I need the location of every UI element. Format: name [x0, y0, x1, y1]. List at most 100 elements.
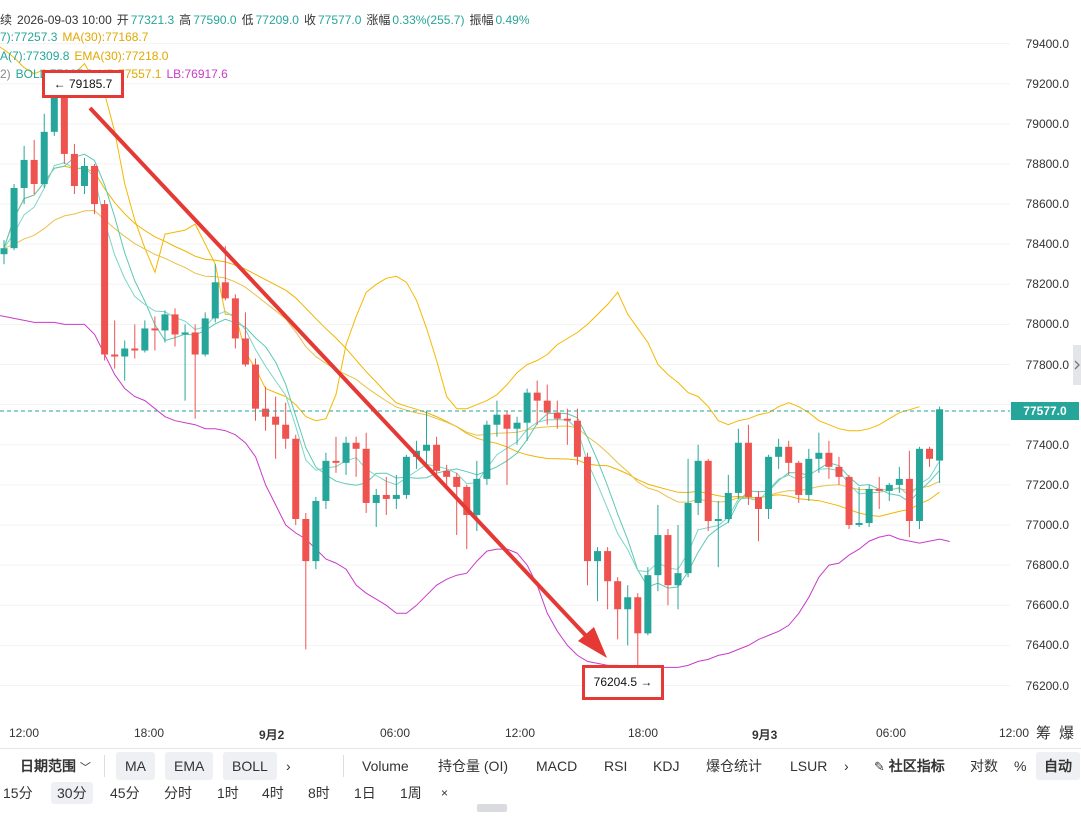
candle	[624, 585, 632, 646]
candle	[563, 408, 571, 445]
log-scale-toggle[interactable]: 对数	[970, 758, 998, 774]
candle	[131, 324, 139, 359]
time-tick-label: 18:00	[628, 726, 659, 740]
divider	[104, 755, 105, 777]
candle	[231, 294, 239, 349]
candle	[734, 428, 742, 499]
collapse-handle[interactable]	[477, 804, 507, 812]
interval-30m[interactable]: 30分	[51, 782, 93, 804]
interval-15m[interactable]: 15分	[3, 785, 33, 801]
candle	[211, 264, 219, 323]
candle-body	[553, 412, 561, 419]
liquidation-icon[interactable]: 爆	[1059, 725, 1075, 742]
kdj-indicator[interactable]: KDJ	[653, 758, 680, 774]
candle	[724, 474, 732, 524]
price-tick-label: 76400.0	[1025, 638, 1069, 653]
candle	[915, 446, 923, 530]
high-label: 高	[179, 13, 192, 27]
ma7-line	[3, 153, 940, 589]
candle	[30, 139, 38, 195]
candle-body	[332, 460, 340, 463]
interval-8h[interactable]: 8时	[308, 785, 330, 801]
candle	[533, 380, 541, 425]
candle-body	[40, 131, 48, 184]
interval-45m[interactable]: 45分	[110, 785, 140, 801]
interval-4h[interactable]: 4时	[262, 785, 284, 801]
candle	[905, 450, 913, 538]
candle	[654, 504, 662, 592]
candle-body	[60, 97, 68, 154]
volume-indicator[interactable]: Volume	[362, 758, 409, 774]
candle-body	[493, 414, 501, 425]
boll-lower-band	[0, 315, 950, 670]
candle	[483, 420, 491, 485]
candle	[714, 500, 722, 568]
candle	[704, 458, 712, 532]
interval-1h[interactable]: 1时	[217, 785, 239, 801]
candlestick-chart[interactable]	[0, 0, 1081, 745]
candle-body	[312, 500, 320, 562]
ma7-value: 7):77257.3	[0, 30, 58, 44]
chevron-right-icon[interactable]: ›	[286, 758, 291, 774]
time-tick-label: 12:00	[999, 726, 1030, 740]
boll-toggle[interactable]: BOLL	[223, 752, 277, 780]
interval-1d[interactable]: 1日	[354, 785, 376, 801]
candle-body	[785, 446, 793, 463]
candle	[282, 402, 290, 449]
boll-prefix: 2)	[0, 67, 11, 81]
percent-scale-toggle[interactable]: %	[1014, 758, 1027, 774]
candle	[795, 460, 803, 503]
ma-toggle[interactable]: MA	[116, 752, 155, 780]
candle-body	[151, 328, 159, 331]
auto-scale-toggle[interactable]: 自动	[1036, 752, 1080, 780]
candle-body	[121, 348, 129, 357]
macd-indicator[interactable]: MACD	[536, 758, 578, 774]
interval-1w[interactable]: 1周	[400, 785, 422, 801]
trend-arrow	[88, 106, 607, 658]
open-value: 77321.3	[130, 13, 175, 27]
candle-body	[171, 314, 179, 335]
community-indicators-button[interactable]: ✎ 社区指标	[874, 752, 945, 781]
candle-body	[885, 484, 893, 491]
liquidation-stats-indicator[interactable]: 爆仓统计	[706, 758, 762, 774]
candle-body	[322, 460, 330, 501]
candle-body	[583, 456, 591, 562]
low-callout: 76204.5 →	[582, 665, 664, 700]
candle-body	[302, 519, 310, 562]
ema30-line	[3, 209, 940, 503]
change-value: 0.33%(255.7)	[392, 13, 465, 27]
candle-body	[795, 462, 803, 495]
candle	[805, 448, 813, 501]
candle	[755, 490, 762, 542]
candle	[815, 432, 823, 473]
candle-body	[372, 494, 380, 503]
candle-body	[805, 458, 813, 495]
rsi-indicator[interactable]: RSI	[604, 758, 628, 774]
ema7-line	[3, 162, 941, 573]
candle-body	[513, 422, 521, 429]
ema-toggle[interactable]: EMA	[165, 752, 214, 780]
candle	[573, 408, 581, 465]
divider	[343, 755, 344, 777]
candle	[101, 200, 109, 361]
price-tick-label: 77200.0	[1025, 477, 1069, 492]
chevron-right-icon[interactable]: ›	[844, 758, 849, 774]
candle	[161, 310, 169, 343]
candle	[875, 476, 883, 509]
moving-averages	[3, 153, 941, 589]
sidebar-toggle[interactable]	[1073, 345, 1081, 385]
oi-indicator[interactable]: 持仓量 (OI)	[438, 758, 508, 774]
lb-value: LB:76917.6	[166, 67, 228, 81]
chips-icon[interactable]: 筹	[1036, 725, 1052, 742]
candle-body	[191, 332, 199, 355]
candle	[614, 577, 622, 640]
trend-arrow-head	[578, 627, 607, 658]
date-range-dropdown[interactable]: 日期范围 ﹀	[20, 752, 91, 782]
candle	[362, 432, 370, 513]
candle	[855, 486, 863, 528]
close-icon[interactable]: ×	[441, 786, 449, 800]
time-tick-label: 18:00	[134, 726, 165, 740]
candle	[262, 386, 270, 431]
interval-time[interactable]: 分时	[164, 785, 192, 801]
lsur-indicator[interactable]: LSUR	[790, 758, 828, 774]
